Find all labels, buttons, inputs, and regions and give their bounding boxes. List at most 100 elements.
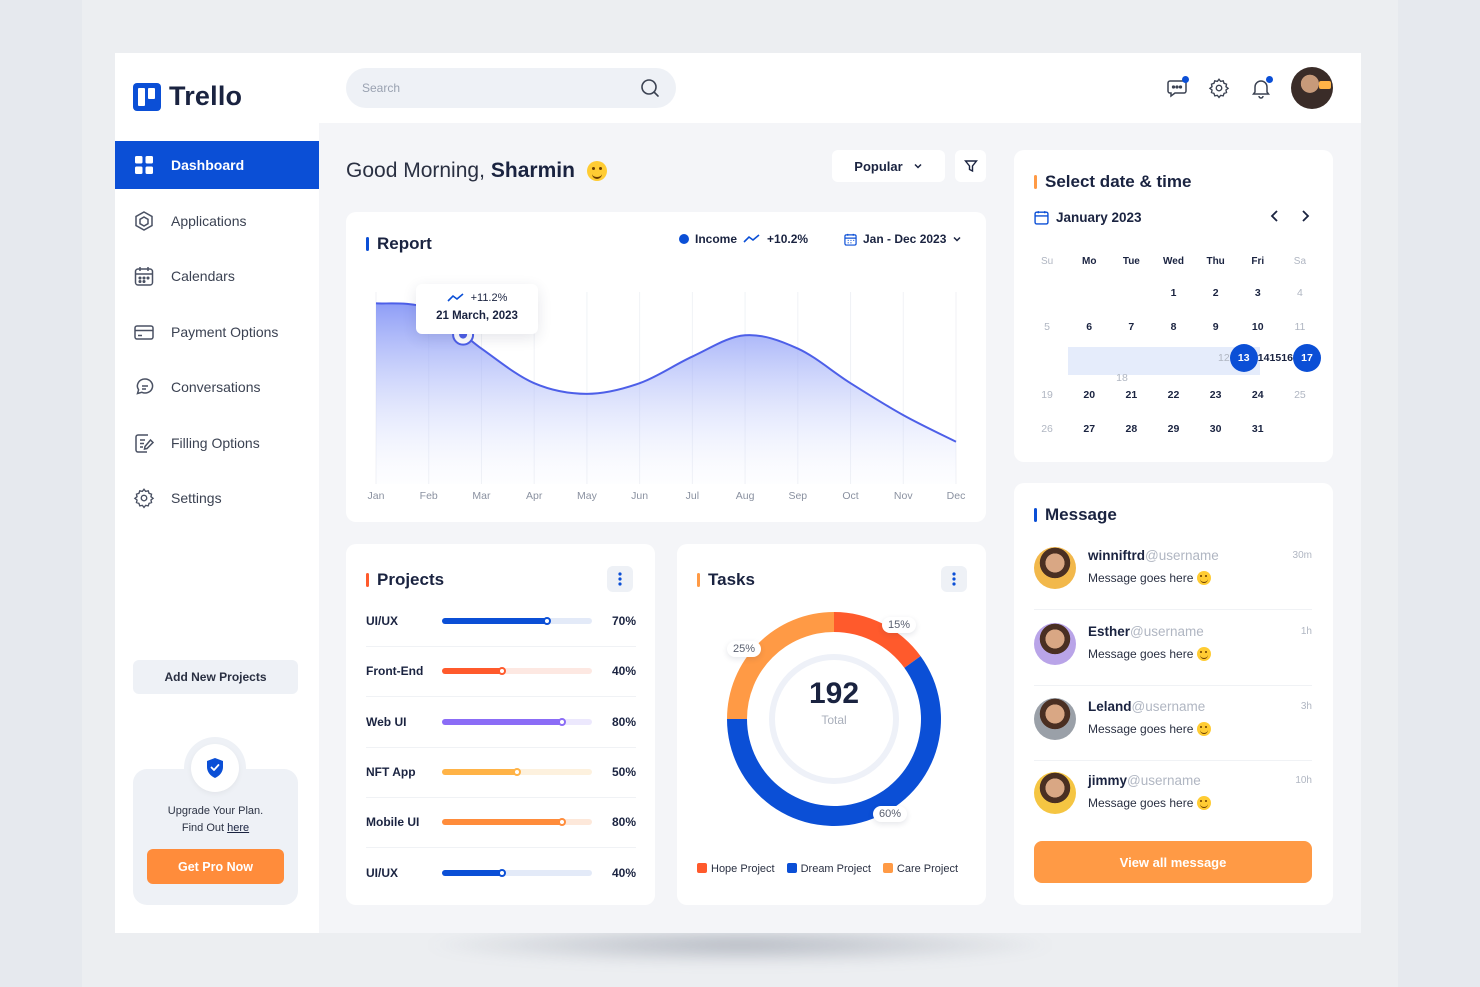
- bell-icon[interactable]: [1249, 76, 1273, 100]
- sidebar-item-label: Settings: [171, 490, 222, 506]
- sidebar-item-payment-options[interactable]: Payment Options: [115, 308, 319, 356]
- messages-card: Message winniftrd@username Message goes h…: [1014, 483, 1333, 905]
- calendar-day[interactable]: 26: [1041, 423, 1053, 435]
- calendar-day[interactable]: 17: [1293, 344, 1321, 372]
- calendar-day[interactable]: 7: [1128, 321, 1135, 333]
- calendar-day[interactable]: 15: [1269, 352, 1282, 364]
- project-progress-fill: [442, 869, 502, 876]
- weekday-label: Wed: [1163, 256, 1184, 267]
- date-range-dropdown[interactable]: Jan - Dec 2023: [844, 232, 962, 246]
- sidebar-item-dashboard[interactable]: Dashboard: [115, 141, 319, 189]
- project-progress-bar: [442, 667, 592, 676]
- project-progress-bar: [442, 617, 592, 625]
- calendar-week: 12 13 14 15 16 17 18: [1026, 344, 1321, 384]
- calendar-day[interactable]: 14: [1257, 352, 1270, 364]
- gear-icon[interactable]: [1207, 76, 1231, 100]
- message-item[interactable]: Esther@username Message goes here 1h: [1034, 621, 1312, 696]
- tasks-total: 192: [808, 677, 860, 710]
- message-item[interactable]: Leland@username Message goes here 3h: [1034, 696, 1312, 771]
- calendar-day[interactable]: 19: [1041, 389, 1053, 401]
- chevron-down-icon: [914, 163, 922, 169]
- search-icon[interactable]: [640, 78, 660, 98]
- project-row[interactable]: Web UI 80%: [366, 697, 636, 747]
- calendar-day[interactable]: 1: [1170, 287, 1177, 299]
- message-icon[interactable]: [1165, 76, 1189, 100]
- view-all-messages-button[interactable]: View all message: [1034, 841, 1312, 883]
- calendar-day[interactable]: 3: [1254, 287, 1261, 299]
- calendar-day[interactable]: 9: [1212, 321, 1219, 333]
- smile-emoji-icon: [1197, 571, 1212, 585]
- sidebar-nav: Dashboard Applications Calendars Payment…: [115, 141, 319, 530]
- project-progress-bar: [442, 767, 592, 776]
- sidebar-item-calendars[interactable]: Calendars: [115, 252, 319, 300]
- project-row[interactable]: Front-End 40%: [366, 646, 636, 696]
- search-input[interactable]: [362, 81, 640, 95]
- add-new-projects-button[interactable]: Add New Projects: [133, 660, 298, 694]
- x-tick-label: Mar: [472, 490, 491, 502]
- calendar-day[interactable]: 16: [1281, 352, 1293, 364]
- project-progress-fill: [442, 819, 562, 826]
- project-row[interactable]: UI/UX 40%: [366, 848, 636, 898]
- projects-more-button[interactable]: [607, 566, 633, 592]
- sidebar-item-applications[interactable]: Applications: [115, 197, 319, 245]
- calendar-day[interactable]: 5: [1044, 321, 1050, 333]
- legend-item: Hope Project: [697, 863, 775, 875]
- calendar-day[interactable]: 6: [1086, 321, 1093, 333]
- message-item[interactable]: winniftrd@username Message goes here 30m: [1034, 545, 1312, 620]
- calendar-day[interactable]: 22: [1167, 389, 1180, 401]
- calendar-day[interactable]: 2: [1212, 287, 1219, 299]
- message-item[interactable]: jimmy@username Message goes here 10h: [1034, 770, 1312, 845]
- avatar: [1034, 623, 1076, 665]
- calendar-day[interactable]: 27: [1083, 423, 1096, 435]
- donut-segment-dream[interactable]: [727, 656, 941, 826]
- sidebar-item-settings[interactable]: Settings: [115, 474, 319, 522]
- calendar-day[interactable]: 4: [1296, 287, 1303, 299]
- upgrade-link[interactable]: here: [227, 822, 250, 834]
- sidebar-item-filling-options[interactable]: Filling Options: [115, 419, 319, 467]
- calendar-day[interactable]: 23: [1209, 389, 1222, 401]
- calendar-day[interactable]: 12: [1218, 352, 1230, 364]
- calendar-day[interactable]: 29: [1167, 423, 1180, 435]
- more-vertical-icon: [952, 572, 956, 586]
- logo[interactable]: Trello: [133, 81, 242, 112]
- calendar-day[interactable]: 18: [1116, 372, 1128, 384]
- project-row[interactable]: UI/UX 70%: [366, 596, 636, 646]
- project-progress-knob: [558, 818, 566, 827]
- project-row[interactable]: NFT App 50%: [366, 747, 636, 797]
- user-avatar[interactable]: [1291, 67, 1333, 109]
- calendar-day[interactable]: 10: [1251, 321, 1264, 333]
- donut-segment-care[interactable]: [727, 612, 834, 719]
- donut-segment-hope[interactable]: [834, 612, 921, 668]
- calendar-day[interactable]: 8: [1170, 321, 1177, 333]
- calendar-day[interactable]: 11: [1294, 321, 1306, 333]
- filter-button[interactable]: [955, 150, 986, 182]
- project-progress-knob: [558, 717, 566, 726]
- calendar-day[interactable]: 13: [1229, 344, 1258, 372]
- project-row[interactable]: Mobile UI 80%: [366, 797, 636, 847]
- message-time: 30m: [1292, 550, 1312, 561]
- calendar-week: 19 20 21 22 23 24 25: [1026, 378, 1321, 412]
- x-tick-label: Aug: [736, 490, 755, 502]
- calendar-day[interactable]: 25: [1294, 389, 1306, 401]
- income-area-chart: Jan Feb Mar Apr May Jun Jul Aug Sep Oct Nov Dec: [368, 292, 965, 502]
- projects-card: Projects UI/UX 70% Front-End 40% Web UI 80% NF…: [346, 544, 655, 905]
- legend-item: Care Project: [882, 863, 958, 875]
- project-progress-knob: [543, 617, 551, 625]
- chevron-left-icon[interactable]: [1267, 208, 1283, 224]
- calendar-day[interactable]: 31: [1251, 423, 1264, 435]
- get-pro-button[interactable]: Get Pro Now: [147, 849, 284, 884]
- trend-up-icon: [743, 234, 760, 243]
- calendar-day[interactable]: 21: [1125, 389, 1138, 401]
- calendar-day[interactable]: 28: [1125, 423, 1138, 435]
- upgrade-card: Upgrade Your Plan. Find Out here Get Pro…: [133, 737, 298, 905]
- calendar-day[interactable]: 24: [1251, 389, 1264, 401]
- tasks-more-button[interactable]: [941, 566, 967, 592]
- calendar-day[interactable]: 20: [1083, 389, 1096, 401]
- calendar-title: Select date & time: [1034, 172, 1191, 192]
- chevron-right-icon[interactable]: [1297, 208, 1313, 224]
- calendar-day[interactable]: 30: [1209, 423, 1222, 435]
- tasks-total-label: Total: [821, 713, 847, 727]
- tasks-title: Tasks: [697, 570, 755, 590]
- sidebar-item-conversations[interactable]: Conversations: [115, 363, 319, 411]
- sort-dropdown[interactable]: Popular: [832, 150, 945, 182]
